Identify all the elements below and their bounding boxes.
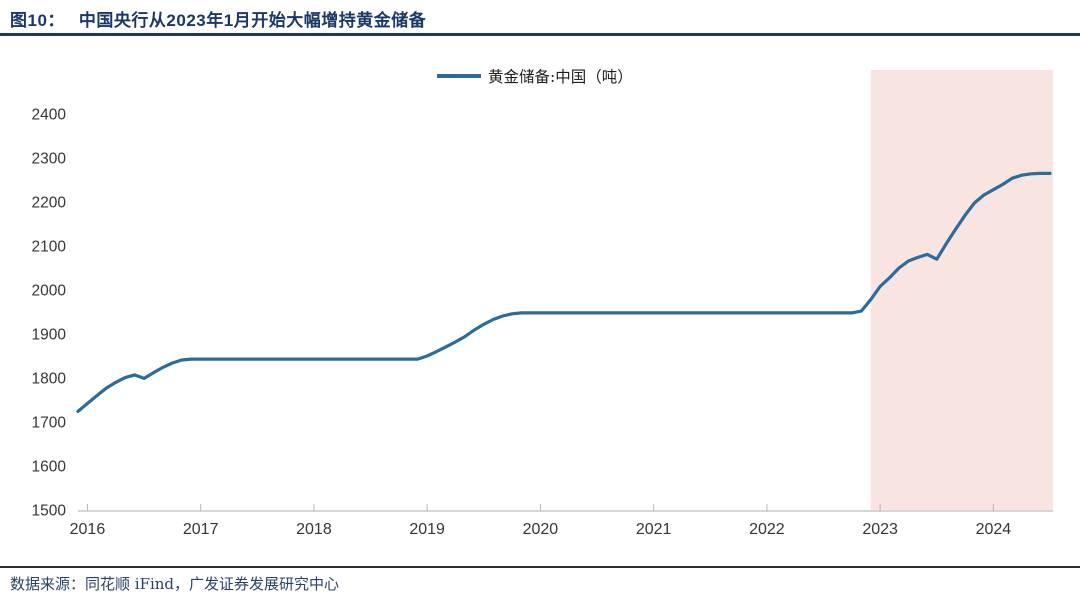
y-tick-label: 1600 xyxy=(32,459,67,476)
y-tick-label: 2200 xyxy=(32,195,67,212)
x-tick-label: 2024 xyxy=(976,521,1012,538)
y-tick-label: 2400 xyxy=(32,107,67,124)
y-tick-label: 2000 xyxy=(32,283,67,300)
highlight-region-2023 xyxy=(870,70,1053,510)
series-line-gold-reserves xyxy=(76,171,1052,413)
y-tick-label: 2300 xyxy=(32,151,67,168)
footer-divider xyxy=(0,566,1080,568)
figure-title-text: 中国央行从2023年1月开始大幅增持黄金储备 xyxy=(78,11,427,30)
x-tick-label: 2019 xyxy=(409,521,445,538)
chart-legend: 黄金储备:中国（吨） xyxy=(437,66,633,86)
legend-series-label: 黄金储备:中国（吨） xyxy=(488,68,633,86)
figure-number-label: 图10： xyxy=(10,11,65,30)
y-tick-label: 1900 xyxy=(32,327,67,344)
x-tick-label: 2017 xyxy=(183,521,219,538)
x-tick-label: 2022 xyxy=(749,521,785,538)
y-tick-label: 1800 xyxy=(32,371,67,388)
x-tick-label: 2020 xyxy=(523,521,559,538)
legend-line-swatch-icon xyxy=(437,74,481,78)
y-tick-label: 1500 xyxy=(32,503,67,520)
title-divider xyxy=(0,33,1080,36)
x-tick-label: 2018 xyxy=(296,521,332,538)
figure-title: 图10： 中国央行从2023年1月开始大幅增持黄金储备 xyxy=(10,6,1070,31)
y-tick-label: 2100 xyxy=(32,239,67,256)
y-tick-label: 1700 xyxy=(32,415,67,432)
x-tick-label: 2023 xyxy=(862,521,898,538)
data-source-note: 数据来源：同花顺 iFind，广发证券发展研究中心 xyxy=(10,575,340,593)
x-tick-label: 2016 xyxy=(70,521,106,538)
x-tick-label: 2021 xyxy=(636,521,672,538)
